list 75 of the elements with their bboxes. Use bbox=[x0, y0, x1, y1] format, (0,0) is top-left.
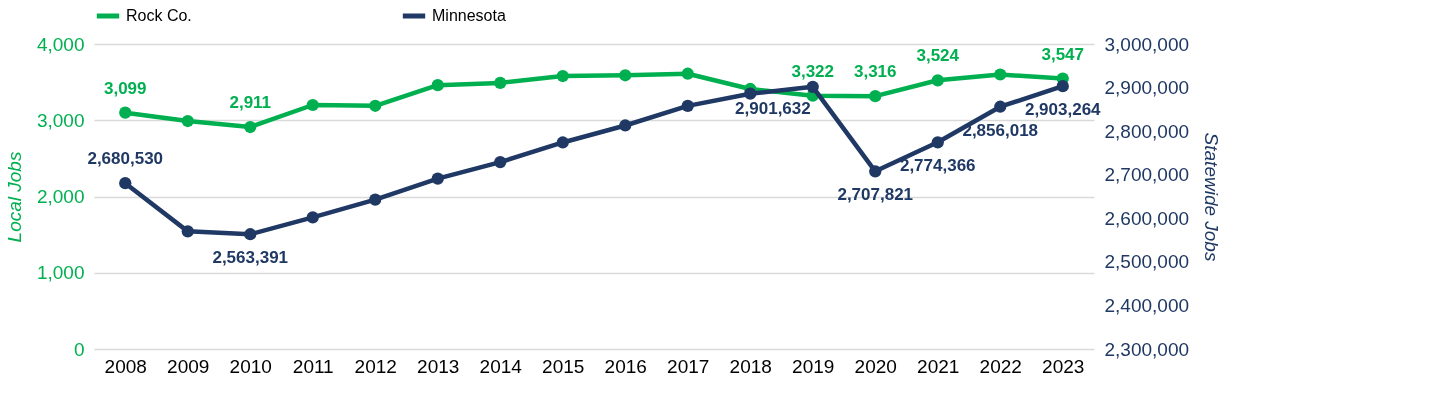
point bbox=[744, 87, 757, 100]
legend-label: Minnesota bbox=[432, 7, 506, 24]
x-tick-label: 2014 bbox=[479, 355, 523, 377]
point bbox=[681, 67, 694, 80]
point bbox=[931, 136, 944, 149]
data-label: 3,322 bbox=[791, 61, 835, 81]
point bbox=[806, 80, 819, 93]
y-tick-label: 0 bbox=[73, 338, 85, 360]
y2-tick-label: 2,600,000 bbox=[1104, 207, 1190, 229]
x-tick-label: 2019 bbox=[792, 355, 835, 377]
y2-tick-label: 2,800,000 bbox=[1104, 120, 1190, 142]
x-tick-label: 2018 bbox=[729, 355, 772, 377]
y-axis-title: Local Jobs bbox=[3, 151, 25, 243]
y2-tick-label: 2,500,000 bbox=[1104, 251, 1190, 273]
x-tick-label: 2010 bbox=[229, 355, 272, 377]
data-label: 3,547 bbox=[1041, 44, 1085, 64]
point bbox=[869, 90, 882, 103]
y2-tick-label: 2,300,000 bbox=[1104, 338, 1190, 360]
point bbox=[869, 165, 882, 178]
point bbox=[619, 69, 632, 82]
x-tick-label: 2011 bbox=[292, 355, 334, 377]
data-label: 2,856,018 bbox=[962, 120, 1039, 140]
y2-axis-title: Statewide Jobs bbox=[1201, 132, 1223, 262]
point bbox=[119, 177, 132, 190]
x-tick-label: 2023 bbox=[1042, 355, 1085, 377]
x-tick-label: 2022 bbox=[979, 355, 1022, 377]
point bbox=[681, 99, 694, 112]
point bbox=[994, 100, 1007, 113]
x-tick-label: 2012 bbox=[354, 355, 397, 377]
point bbox=[931, 74, 944, 87]
legend-label: Rock Co. bbox=[126, 7, 192, 24]
point bbox=[181, 114, 194, 128]
data-label: 2,680,530 bbox=[87, 149, 164, 169]
y2-tick-label: 2,900,000 bbox=[1104, 77, 1190, 99]
data-label: 2,901,632 bbox=[735, 98, 811, 118]
point bbox=[431, 79, 444, 92]
point bbox=[306, 211, 319, 224]
x-tick-label: 2021 bbox=[917, 355, 960, 377]
data-label: 3,099 bbox=[103, 78, 147, 98]
data-label: 2,903,264 bbox=[1024, 100, 1102, 120]
y2-tick-label: 2,400,000 bbox=[1104, 294, 1190, 316]
data-label: 2,774,366 bbox=[899, 156, 976, 176]
x-tick-label: 2017 bbox=[667, 355, 710, 377]
data-label: 3,524 bbox=[916, 46, 960, 66]
data-label: 3,316 bbox=[853, 62, 897, 82]
point bbox=[369, 193, 382, 206]
point bbox=[119, 106, 132, 119]
y-tick-label: 4,000 bbox=[36, 33, 85, 55]
y-tick-label: 3,000 bbox=[36, 109, 85, 131]
point bbox=[556, 136, 569, 149]
y2-tick-label: 2,700,000 bbox=[1104, 164, 1190, 186]
point bbox=[1056, 80, 1069, 93]
point bbox=[369, 99, 382, 112]
y-tick-label: 1,000 bbox=[36, 262, 85, 284]
point bbox=[556, 69, 569, 83]
x-tick-label: 2016 bbox=[604, 355, 647, 377]
point bbox=[619, 119, 632, 132]
point bbox=[431, 172, 444, 185]
x-tick-label: 2015 bbox=[542, 355, 585, 377]
x-tick-label: 2020 bbox=[854, 355, 897, 377]
point bbox=[181, 225, 194, 238]
point bbox=[244, 120, 257, 134]
point bbox=[994, 68, 1007, 81]
x-tick-label: 2009 bbox=[167, 355, 210, 377]
point bbox=[306, 98, 319, 112]
data-label: 2,911 bbox=[229, 93, 272, 113]
point bbox=[494, 76, 507, 89]
point bbox=[494, 155, 507, 169]
y2-tick-label: 3,000,000 bbox=[1104, 33, 1190, 55]
point bbox=[244, 228, 257, 241]
y-tick-label: 2,000 bbox=[36, 186, 85, 207]
data-label: 2,563,391 bbox=[212, 248, 289, 268]
x-tick-label: 2013 bbox=[417, 355, 460, 377]
data-label: 2,707,821 bbox=[837, 185, 914, 205]
x-tick-label: 2008 bbox=[104, 355, 147, 377]
